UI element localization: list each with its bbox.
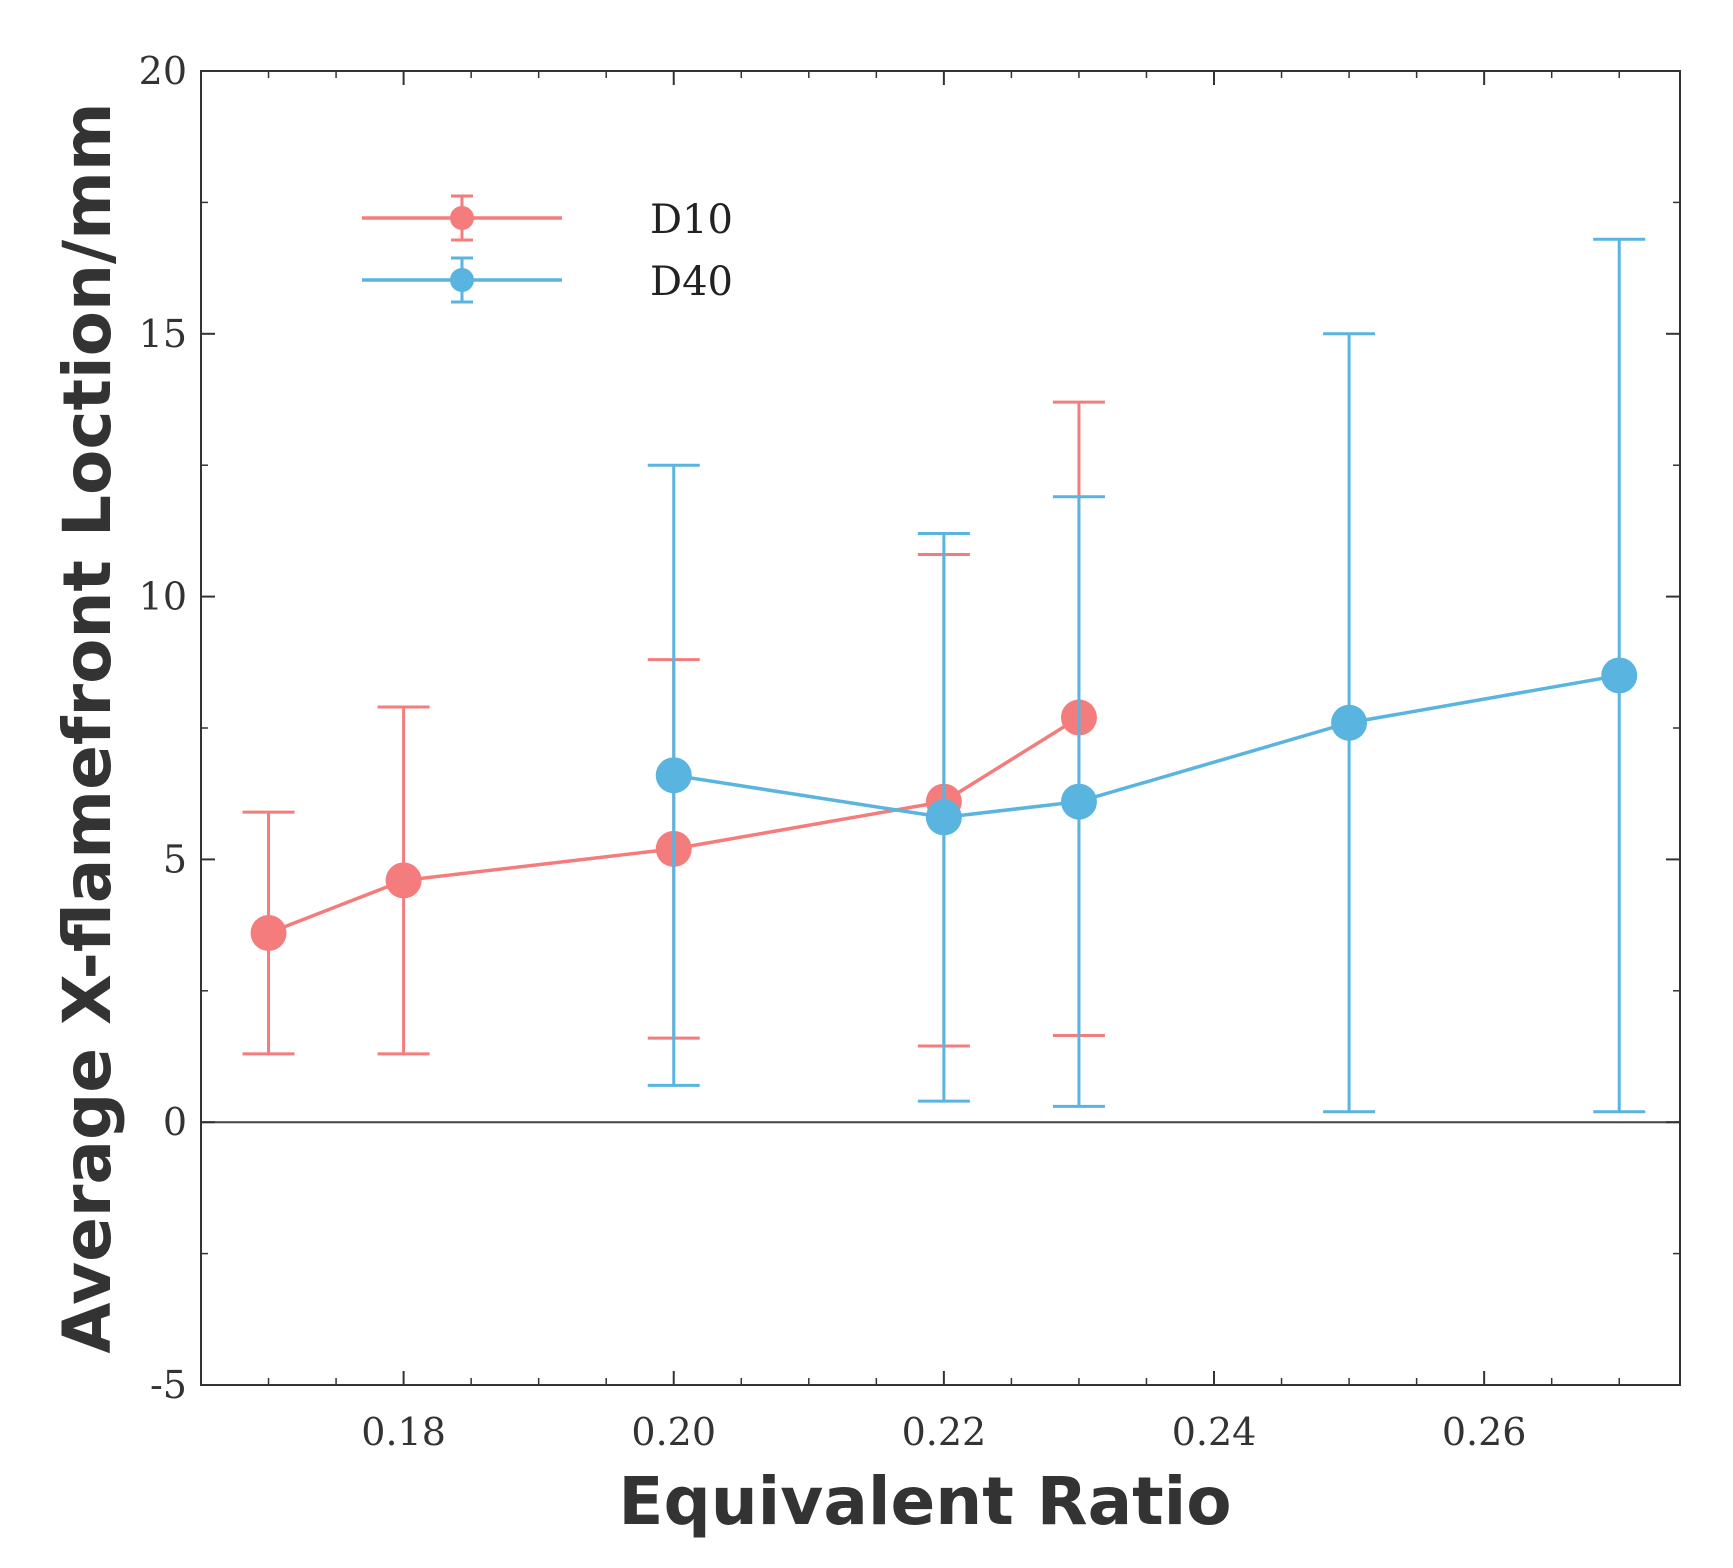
d10-point xyxy=(250,914,287,951)
x-tick-label: 0.26 xyxy=(1442,1410,1527,1454)
x-tick-label: 0.18 xyxy=(361,1410,446,1454)
y-tick-label: 10 xyxy=(139,575,187,619)
d40-point xyxy=(1331,704,1368,741)
d40-series-line xyxy=(673,673,1620,820)
plot-frame xyxy=(200,70,1681,1386)
y-tick-label: 15 xyxy=(139,312,187,356)
x-tick-label: 0.20 xyxy=(631,1410,716,1454)
legend-d10-label: D10 xyxy=(650,197,733,243)
y-tick-label: 20 xyxy=(139,49,187,93)
legend-d10-marker xyxy=(450,206,474,230)
y-tick-label: -5 xyxy=(150,1363,187,1407)
x-tick-label: 0.24 xyxy=(1172,1410,1257,1454)
y-tick-label: 5 xyxy=(163,837,187,881)
plot-area xyxy=(242,237,1646,1114)
x-tick-label: 0.22 xyxy=(902,1410,987,1454)
d40-point xyxy=(925,799,962,836)
y-axis-title: Average X-flamefront Loction/mm xyxy=(49,102,126,1353)
d40-point xyxy=(1060,783,1097,820)
x-axis-title: Equivalent Ratio xyxy=(618,1463,1231,1540)
d10-point xyxy=(385,862,422,899)
d40-point xyxy=(1601,657,1638,694)
d40-point xyxy=(655,757,692,794)
y-tick-label: 0 xyxy=(163,1100,187,1144)
axes: -5 0 5 10 15 20 0.18 0.20 0.22 0.24 0.26 xyxy=(139,49,1681,1454)
legend-d40-marker xyxy=(450,268,474,292)
legend-d40-label: D40 xyxy=(650,259,733,305)
